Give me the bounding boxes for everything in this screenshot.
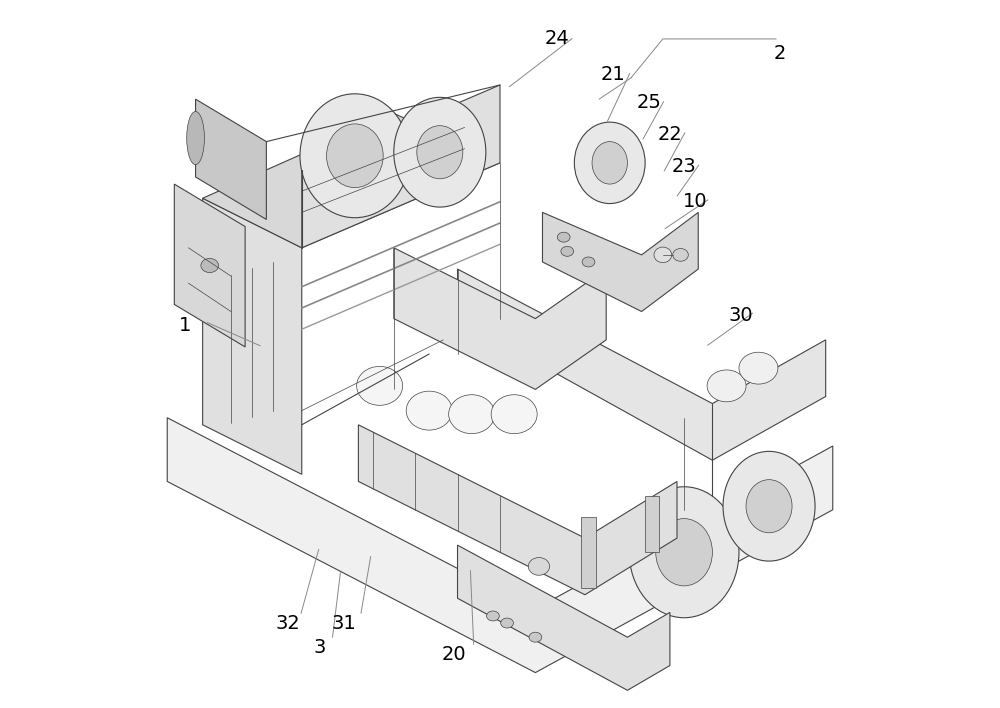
FancyBboxPatch shape: [581, 517, 596, 588]
Ellipse shape: [561, 246, 574, 256]
Ellipse shape: [629, 487, 739, 617]
Ellipse shape: [746, 480, 792, 533]
Ellipse shape: [656, 518, 712, 586]
Polygon shape: [302, 85, 500, 248]
Ellipse shape: [449, 395, 495, 433]
Polygon shape: [203, 113, 500, 248]
Text: 20: 20: [442, 646, 466, 664]
Ellipse shape: [201, 258, 219, 273]
Ellipse shape: [327, 124, 383, 188]
Ellipse shape: [489, 575, 511, 593]
Ellipse shape: [394, 98, 486, 207]
Polygon shape: [542, 212, 698, 312]
FancyBboxPatch shape: [645, 496, 659, 552]
Ellipse shape: [487, 611, 499, 621]
Ellipse shape: [529, 632, 542, 642]
Text: 30: 30: [728, 306, 753, 324]
Ellipse shape: [300, 93, 410, 218]
Polygon shape: [458, 269, 826, 460]
Ellipse shape: [406, 391, 452, 430]
Ellipse shape: [501, 618, 513, 628]
Text: 3: 3: [313, 639, 326, 657]
Polygon shape: [458, 545, 670, 690]
Polygon shape: [358, 425, 677, 595]
Text: 23: 23: [672, 157, 696, 176]
Text: 25: 25: [636, 93, 661, 112]
Polygon shape: [196, 99, 266, 219]
Text: 24: 24: [544, 30, 569, 48]
Text: 22: 22: [658, 125, 682, 144]
Polygon shape: [167, 418, 833, 673]
Ellipse shape: [673, 249, 688, 261]
Polygon shape: [174, 184, 245, 347]
Polygon shape: [394, 248, 606, 389]
Ellipse shape: [739, 353, 778, 384]
Ellipse shape: [417, 126, 463, 178]
Text: 10: 10: [682, 193, 707, 211]
Ellipse shape: [707, 370, 746, 402]
Ellipse shape: [187, 111, 204, 164]
Text: 32: 32: [275, 614, 300, 632]
Ellipse shape: [357, 366, 403, 405]
Ellipse shape: [574, 122, 645, 204]
Ellipse shape: [654, 247, 672, 263]
Text: 2: 2: [773, 44, 786, 62]
Text: 1: 1: [179, 316, 191, 335]
Ellipse shape: [557, 232, 570, 242]
Ellipse shape: [723, 452, 815, 561]
Ellipse shape: [491, 395, 537, 433]
Ellipse shape: [592, 142, 627, 184]
Text: 31: 31: [332, 614, 357, 632]
Ellipse shape: [582, 257, 595, 267]
Polygon shape: [203, 198, 302, 474]
Text: 21: 21: [601, 65, 626, 84]
Ellipse shape: [528, 558, 550, 575]
